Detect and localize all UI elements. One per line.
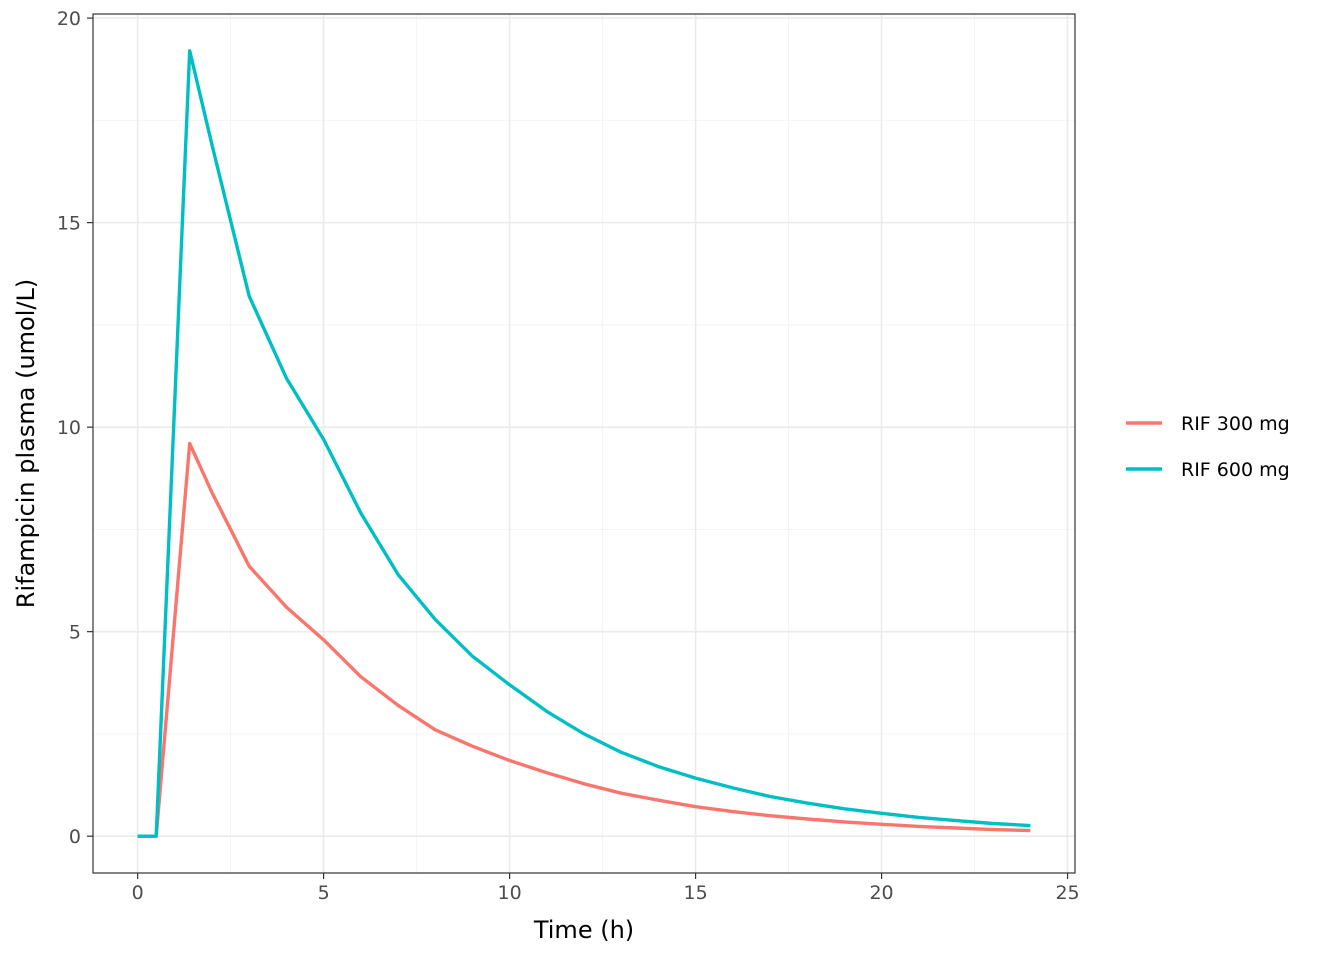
y-axis: 0 5 10 15 20 bbox=[57, 8, 93, 848]
x-tick-label: 25 bbox=[1055, 882, 1079, 904]
major-gridlines bbox=[93, 14, 1075, 873]
series-line-1 bbox=[137, 441, 1031, 838]
x-tick-label: 20 bbox=[869, 882, 893, 904]
x-axis: 0 5 10 15 20 25 bbox=[132, 873, 1080, 904]
x-axis-title: Time (h) bbox=[533, 916, 634, 944]
plot-panel-border bbox=[92, 13, 1076, 874]
y-tick-label: 15 bbox=[57, 213, 81, 235]
series-layer bbox=[137, 49, 1031, 838]
y-tick-label: 10 bbox=[57, 417, 81, 439]
y-axis-title: Rifampicin plasma (umol/L) bbox=[12, 279, 40, 608]
x-tick-label: 10 bbox=[498, 882, 522, 904]
y-tick-label: 5 bbox=[69, 622, 81, 644]
x-tick-label: 5 bbox=[318, 882, 330, 904]
y-tick-label: 0 bbox=[69, 826, 81, 848]
x-tick-label: 0 bbox=[132, 882, 144, 904]
y-tick-label: 20 bbox=[57, 8, 81, 30]
legend: RIF 300 mg RIF 600 mg bbox=[1126, 413, 1290, 481]
legend-label-2: RIF 600 mg bbox=[1181, 459, 1290, 481]
x-tick-label: 15 bbox=[683, 882, 707, 904]
legend-label-1: RIF 300 mg bbox=[1181, 413, 1290, 435]
series-line-2 bbox=[137, 49, 1031, 838]
minor-gridlines bbox=[93, 14, 1075, 873]
